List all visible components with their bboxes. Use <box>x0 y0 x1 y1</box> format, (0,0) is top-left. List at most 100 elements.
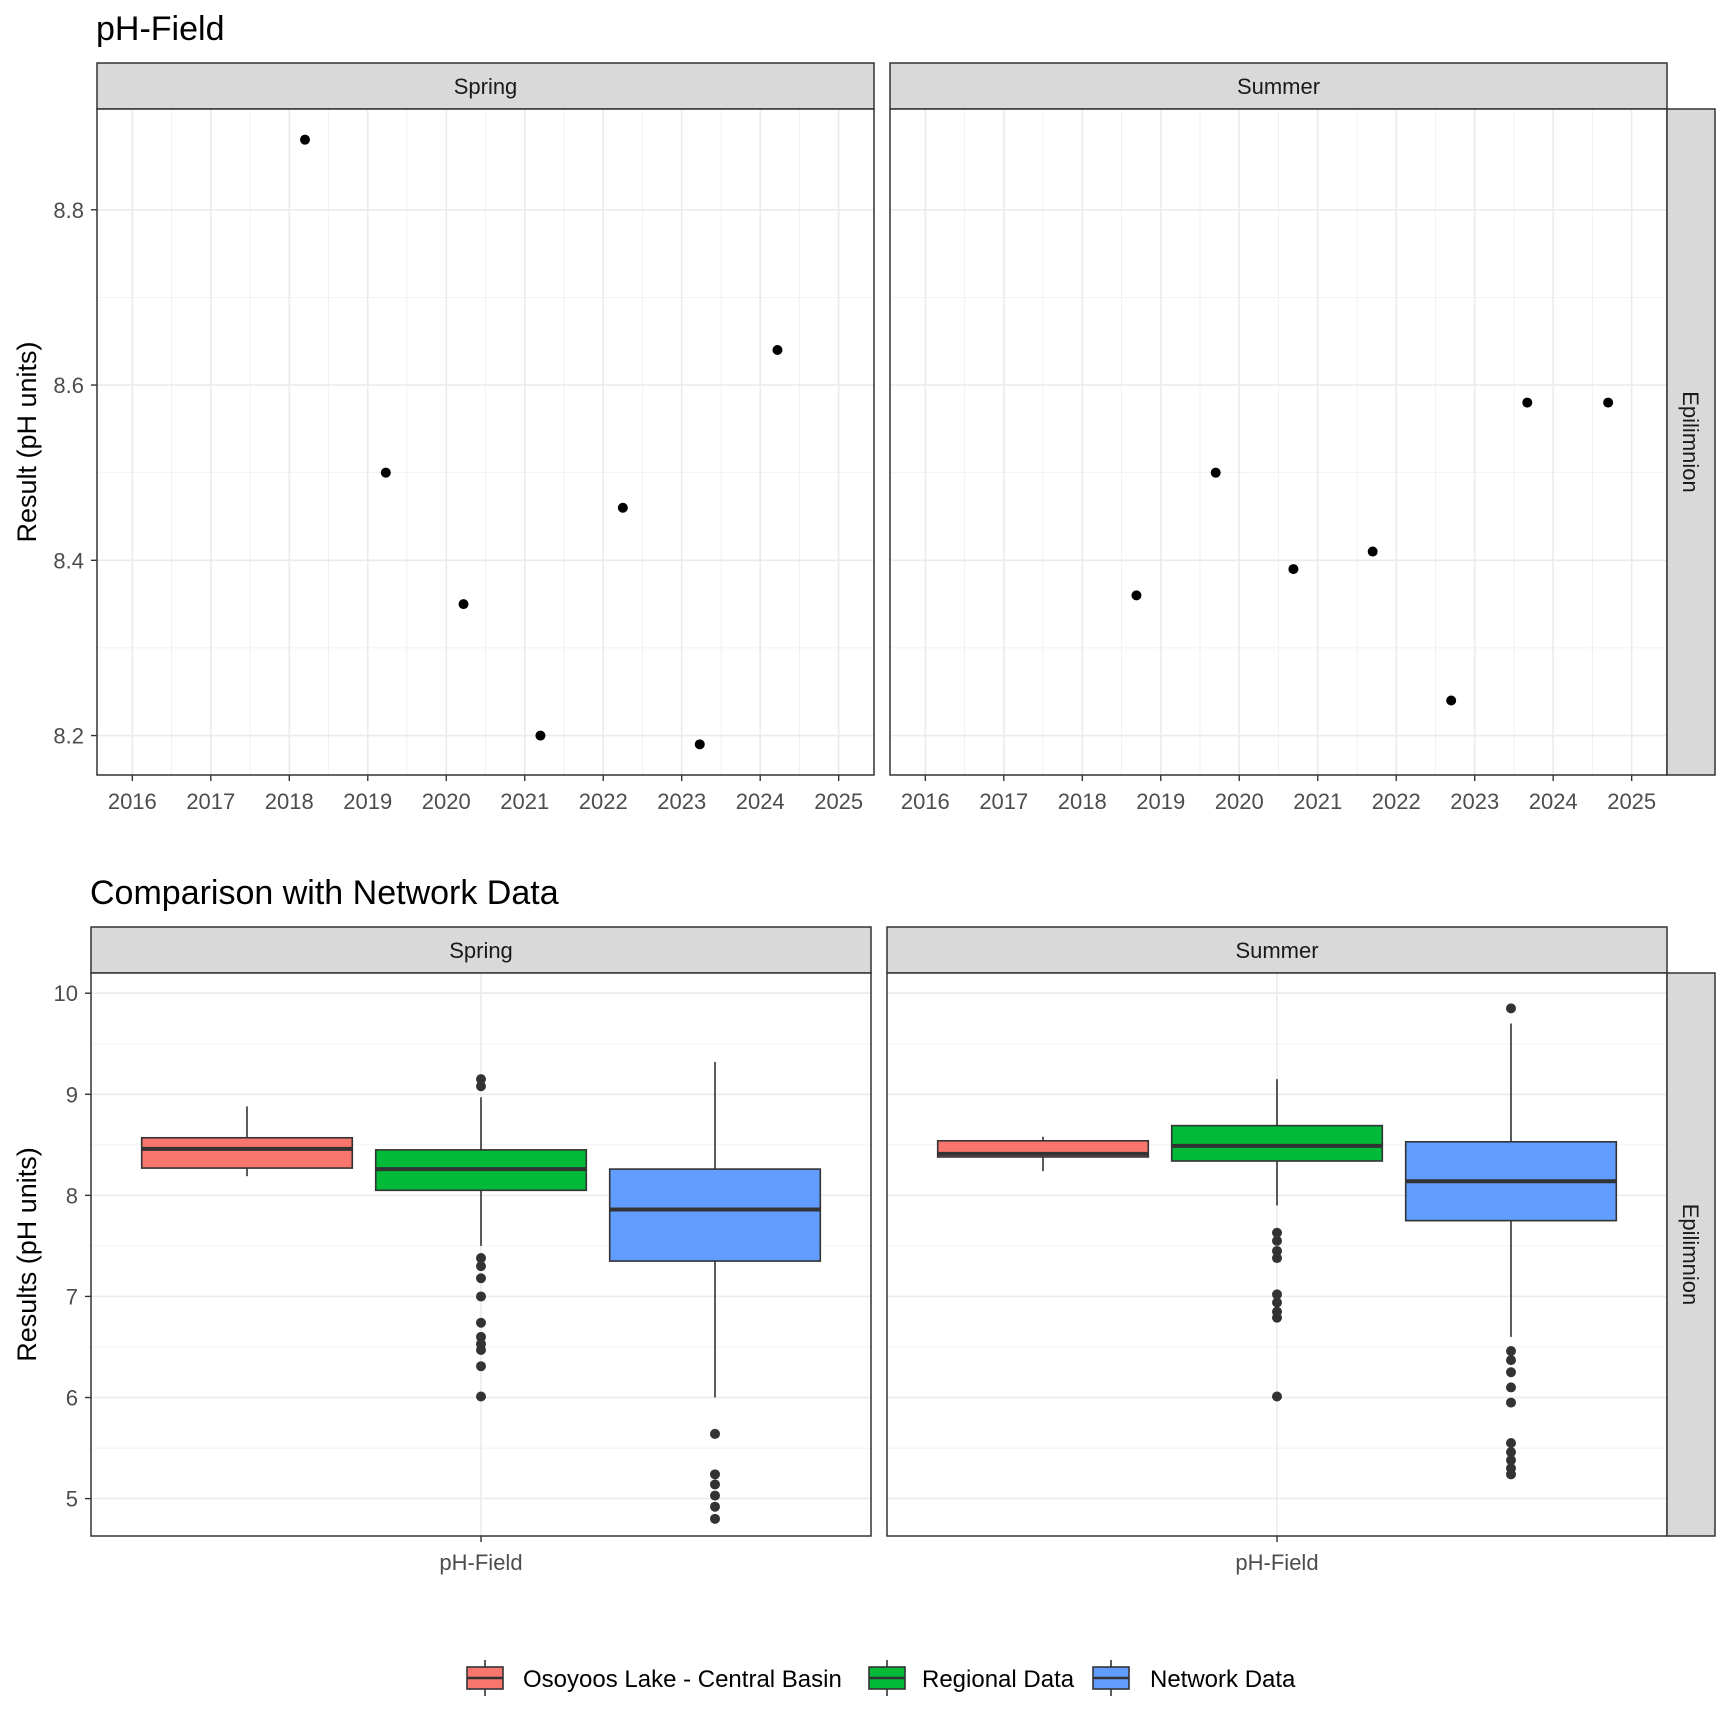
box-outlier <box>476 1253 486 1264</box>
facet-strip <box>96 62 875 110</box>
x-tick-label: 2018 <box>265 789 314 814</box>
data-point <box>617 502 628 513</box>
data-point <box>1522 397 1533 408</box>
box-outlier <box>1506 1382 1516 1393</box>
box-outlier <box>1506 1003 1516 1014</box>
x-tick-label: 2016 <box>901 789 950 814</box>
facet-strip-label: Summer <box>1235 938 1318 963</box>
x-tick-label: 2024 <box>1529 789 1578 814</box>
x-tick-label: pH-Field <box>439 1550 522 1575</box>
scatter-title: pH-Field <box>96 10 224 48</box>
y-axis-title: Results (pH units) <box>12 1147 42 1362</box>
y-tick-label: 7 <box>66 1284 78 1309</box>
legend-label: Network Data <box>1150 1666 1296 1693</box>
row-strip-label: Epilimnion <box>1678 391 1703 493</box>
box-outlier <box>1272 1289 1282 1300</box>
box-outlier <box>1506 1397 1516 1408</box>
x-tick-label: 2016 <box>108 789 157 814</box>
x-tick-label: 2017 <box>979 789 1028 814</box>
box-outlier <box>710 1513 720 1524</box>
data-point <box>1603 397 1614 408</box>
box-outlier <box>1506 1447 1516 1458</box>
box-body <box>608 1168 822 1262</box>
x-tick-label: 2019 <box>343 789 392 814</box>
x-tick-label: 2020 <box>1215 789 1264 814</box>
box-outlier <box>1506 1355 1516 1366</box>
x-tick-label: 2025 <box>814 789 863 814</box>
box-outlier <box>1506 1346 1516 1357</box>
x-tick-label: 2021 <box>1293 789 1342 814</box>
data-point <box>535 730 546 741</box>
data-point <box>380 467 391 478</box>
x-tick-label: 2019 <box>1136 789 1185 814</box>
data-point <box>458 599 469 610</box>
x-tick-label: 2024 <box>736 789 785 814</box>
box-outlier <box>1272 1245 1282 1256</box>
panel-border <box>96 108 875 776</box>
x-tick-label: 2022 <box>1372 789 1421 814</box>
data-point <box>1210 467 1221 478</box>
box-outlier <box>476 1331 486 1342</box>
box-outlier <box>710 1479 720 1490</box>
y-tick-label: 9 <box>66 1082 78 1107</box>
box-outlier <box>1272 1391 1282 1402</box>
box-outlier <box>476 1345 486 1356</box>
legend-label: Osoyoos Lake - Central Basin <box>523 1666 842 1693</box>
box-outlier <box>710 1469 720 1480</box>
y-axis-title: Result (pH units) <box>12 341 42 542</box>
box-title: Comparison with Network Data <box>90 874 559 912</box>
facet-strip-label: Spring <box>454 74 518 99</box>
row-strip-label: Epilimnion <box>1678 1204 1703 1306</box>
data-point <box>694 739 705 750</box>
x-tick-label: 2025 <box>1607 789 1656 814</box>
box-outlier <box>476 1273 486 1284</box>
x-tick-label: 2021 <box>500 789 549 814</box>
x-tick-label: 2022 <box>579 789 628 814</box>
box-body <box>140 1136 354 1169</box>
facet-strip <box>889 62 1668 110</box>
y-tick-label: 8 <box>66 1183 78 1208</box>
box-outlier <box>476 1291 486 1302</box>
y-tick-label: 8.2 <box>53 724 84 749</box>
facet-strip-label: Summer <box>1237 74 1320 99</box>
box-outlier <box>476 1317 486 1328</box>
y-tick-label: 10 <box>54 981 78 1006</box>
box-outlier <box>710 1490 720 1501</box>
y-tick-label: 6 <box>66 1386 78 1411</box>
legend-label: Regional Data <box>922 1666 1075 1693</box>
x-tick-label: 2023 <box>1450 789 1499 814</box>
box-outlier <box>1272 1227 1282 1238</box>
box-outlier <box>476 1261 486 1272</box>
box-outlier <box>476 1074 486 1085</box>
data-point <box>772 344 783 355</box>
data-point <box>1446 695 1457 706</box>
box-outlier <box>1506 1367 1516 1378</box>
box-outlier <box>476 1391 486 1402</box>
data-point <box>1288 564 1299 575</box>
box-outlier <box>710 1501 720 1512</box>
box-outlier <box>1506 1455 1516 1466</box>
y-tick-label: 5 <box>66 1487 78 1512</box>
y-tick-label: 8.6 <box>53 373 84 398</box>
box-body <box>1170 1124 1384 1162</box>
data-point <box>1131 590 1142 601</box>
box-outlier <box>1272 1297 1282 1308</box>
row-strip <box>1666 972 1716 1537</box>
box-outlier <box>710 1428 720 1439</box>
x-tick-label: 2018 <box>1058 789 1107 814</box>
row-strip <box>1666 108 1716 776</box>
box-outlier <box>1506 1438 1516 1449</box>
y-tick-label: 8.4 <box>53 548 84 573</box>
box-outlier <box>476 1361 486 1372</box>
data-point <box>299 134 310 145</box>
x-tick-label: 2020 <box>422 789 471 814</box>
box-outlier <box>1272 1235 1282 1246</box>
box-outlier <box>1272 1253 1282 1264</box>
facet-strip <box>90 926 872 974</box>
x-tick-label: 2023 <box>657 789 706 814</box>
box-outlier <box>1506 1469 1516 1480</box>
data-point <box>1367 546 1378 557</box>
box-outlier <box>476 1081 486 1092</box>
x-tick-label: 2017 <box>186 789 235 814</box>
